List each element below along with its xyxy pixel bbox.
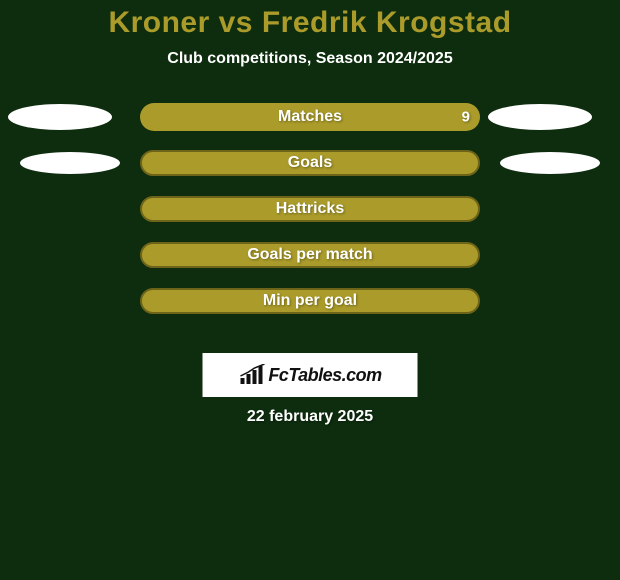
comparison-title: Kroner vs Fredrik Krogstad (0, 0, 620, 40)
brand-logo-box: FcTables.com (203, 353, 418, 397)
stat-label: Matches (140, 108, 480, 126)
stat-row: Matches9 (0, 102, 620, 132)
stat-row: Min per goal (0, 286, 620, 316)
stat-value: 9 (462, 109, 470, 126)
stat-row: Hattricks (0, 194, 620, 224)
stat-label: Min per goal (142, 292, 478, 310)
comparison-subtitle: Club competitions, Season 2024/2025 (0, 50, 620, 68)
stat-rows: Matches9 Goals Hattricks Goals per match Min… (0, 102, 620, 316)
bar-chart-icon (238, 364, 266, 386)
stat-row: Goals per match (0, 240, 620, 270)
score-ellipse-right (500, 152, 600, 174)
stat-label: Hattricks (142, 200, 478, 218)
stat-label: Goals per match (142, 246, 478, 264)
score-ellipse-right (488, 104, 592, 130)
brand-logo-text: FcTables.com (268, 365, 381, 386)
snapshot-date: 22 february 2025 (0, 408, 620, 426)
stat-bar: Hattricks (140, 196, 480, 222)
stat-row: Goals (0, 148, 620, 178)
stat-bar: Matches9 (140, 103, 480, 131)
score-ellipse-left (20, 152, 120, 174)
stat-bar: Goals (140, 150, 480, 176)
stat-label: Goals (142, 154, 478, 172)
score-ellipse-left (8, 104, 112, 130)
stat-bar: Min per goal (140, 288, 480, 314)
brand-logo: FcTables.com (238, 364, 381, 386)
stat-bar: Goals per match (140, 242, 480, 268)
